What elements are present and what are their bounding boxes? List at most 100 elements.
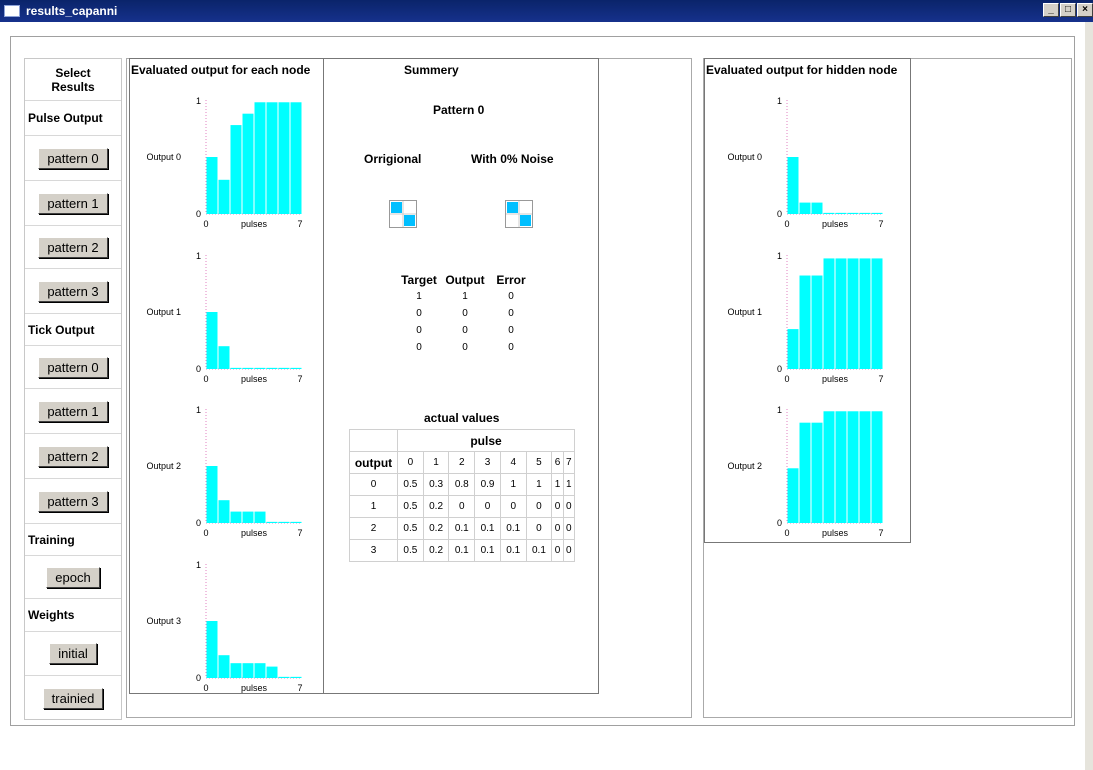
bar: [811, 275, 823, 369]
bar-chart-hidden-5: 1 00 7 pulses Output 1: [727, 251, 883, 384]
row: epoch: [25, 556, 121, 599]
bar: [266, 102, 278, 214]
bar: [218, 346, 230, 369]
bar: [254, 102, 266, 214]
bar: [266, 521, 278, 523]
y-tick-label: 1: [196, 405, 201, 415]
actual-row: 2 0.5 0.2 0.1 0.1 0.1 0 0 0: [349, 517, 576, 540]
select-results-panel: Select Results Pulse Output pattern 0 pa…: [24, 58, 122, 720]
bar: [799, 422, 811, 523]
tick-pattern-3-button[interactable]: pattern 3: [38, 490, 108, 512]
original-pattern-grid: [389, 200, 417, 228]
y-tick-label: 1: [777, 251, 782, 261]
x-axis-label: pulses: [822, 528, 849, 538]
row: pattern 0: [25, 136, 121, 181]
pulse-col-header: 5: [525, 451, 553, 474]
target-cell: 1: [416, 291, 422, 302]
output-index: 1: [349, 495, 398, 518]
y-axis-label: Output 2: [727, 461, 762, 471]
bar: [811, 422, 823, 523]
target-row: 0 0 0: [396, 322, 534, 339]
y-axis-label: Output 1: [727, 307, 762, 317]
bar: [206, 312, 218, 369]
y-tick-label: 0: [196, 673, 201, 683]
tick-pattern-1-button[interactable]: pattern 1: [38, 400, 108, 422]
bar: [823, 258, 835, 369]
epoch-button[interactable]: epoch: [46, 566, 100, 588]
hidden-output-title: Evaluated output for hidden node: [706, 63, 898, 77]
row: pattern 3: [25, 269, 121, 314]
x-tick-label: 0: [784, 374, 789, 384]
tick-pattern-0-button[interactable]: pattern 0: [38, 356, 108, 378]
bar: [218, 500, 230, 523]
pulse-pattern-0-button[interactable]: pattern 0: [38, 147, 108, 169]
section-label: Pulse Output: [28, 111, 103, 125]
pulse-col-header: 1: [422, 451, 450, 474]
trained-weights-button[interactable]: trainied: [42, 687, 104, 709]
actual-value-cell: 1: [525, 473, 553, 496]
pulse-pattern-1-button[interactable]: pattern 1: [38, 192, 108, 214]
actual-row: 1 0.5 0.2 0 0 0 0 0 0: [349, 495, 576, 518]
actual-value-cell: 0.5: [397, 517, 424, 540]
bar: [230, 367, 242, 369]
bar: [290, 367, 302, 369]
x-tick-label: 7: [878, 528, 883, 538]
bar: [278, 676, 290, 678]
bar: [278, 367, 290, 369]
bar: [242, 113, 254, 214]
y-tick-label: 0: [777, 364, 782, 374]
x-axis-label: pulses: [822, 219, 849, 229]
y-tick-label: 0: [196, 364, 201, 374]
section-label: Tick Output: [28, 322, 95, 337]
pulse-pattern-2-button[interactable]: pattern 2: [38, 236, 108, 258]
window-controls: _ □ ×: [1043, 3, 1093, 17]
actual-value-cell: 0: [499, 495, 527, 518]
vertical-scrollbar[interactable]: [1085, 22, 1093, 770]
section-label: Weights: [28, 608, 75, 622]
target-row: 0 0 0: [396, 339, 534, 356]
maximize-button[interactable]: □: [1060, 3, 1076, 17]
x-tick-label: 0: [784, 219, 789, 229]
target-output-table: Target Output Error 1 1 0 0 0 0 0 0 0 0 0 0: [396, 271, 534, 356]
bar: [823, 411, 835, 523]
bar: [218, 655, 230, 678]
tick-pattern-2-button[interactable]: pattern 2: [38, 445, 108, 467]
initial-weights-button[interactable]: initial: [49, 643, 97, 664]
bar: [278, 521, 290, 523]
bar: [266, 367, 278, 369]
target-row: 1 1 0: [396, 288, 534, 305]
pulse-pattern-3-button[interactable]: pattern 3: [38, 280, 108, 302]
actual-value-cell: 0.8: [448, 473, 476, 496]
actual-value-cell: 0.1: [474, 517, 501, 540]
bar: [835, 411, 847, 523]
title-bar: results_capanni _ □ ×: [0, 0, 1093, 22]
actual-value-cell: 0.5: [397, 495, 424, 518]
actual-value-cell: 0: [551, 539, 564, 562]
bar: [254, 511, 266, 523]
target-cell: 0: [462, 308, 468, 319]
target-cell: 1: [462, 291, 468, 302]
actual-value-cell: 0.1: [525, 539, 553, 562]
summary-title: Summery: [404, 63, 459, 77]
bar: [847, 258, 859, 369]
y-axis-label: Output 2: [146, 461, 181, 471]
x-axis-label: pulses: [241, 374, 268, 384]
select-results-header: Select Results: [51, 65, 95, 94]
minimize-button[interactable]: _: [1043, 3, 1059, 17]
target-cell: 0: [416, 342, 422, 353]
bar: [266, 666, 278, 678]
section-training: Training: [25, 524, 121, 556]
bar: [254, 367, 266, 369]
bar: [835, 258, 847, 369]
row: pattern 0: [25, 346, 121, 389]
y-tick-label: 0: [777, 209, 782, 219]
target-header: Target: [401, 272, 437, 287]
bar: [206, 157, 218, 214]
target-cell: 0: [508, 291, 514, 302]
actual-value-cell: 0: [551, 517, 564, 540]
bar: [859, 212, 871, 214]
close-button[interactable]: ×: [1077, 3, 1093, 17]
pulse-col-header: 3: [474, 451, 501, 474]
node-output-title: Evaluated output for each node: [131, 63, 311, 77]
actual-value-cell: 0: [525, 517, 553, 540]
